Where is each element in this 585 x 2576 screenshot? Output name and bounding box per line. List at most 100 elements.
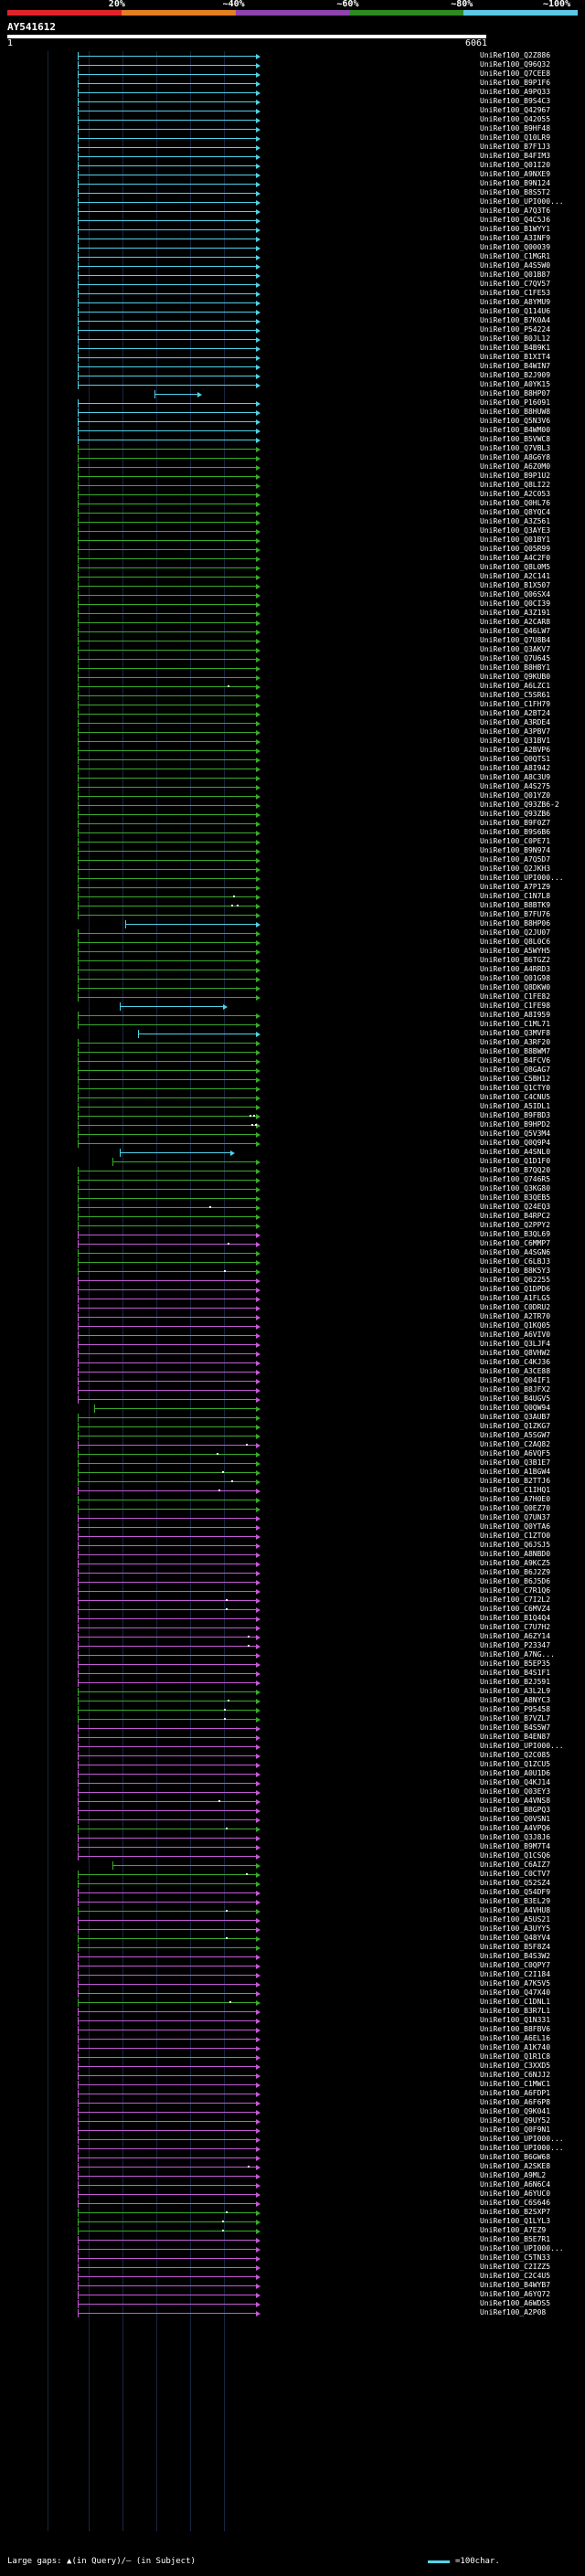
hit-row[interactable]: UniRef100_C6MMP7: [0, 1239, 585, 1248]
hit-label[interactable]: UniRef100_C3XXD5: [480, 2062, 551, 2070]
hit-row[interactable]: UniRef100_A8G6Y8: [0, 453, 585, 462]
hit-label[interactable]: UniRef100_C5SR61: [480, 691, 551, 699]
hit-label[interactable]: UniRef100_Q1CTY0: [480, 1084, 551, 1092]
hit-row[interactable]: UniRef100_Q0EZ70: [0, 1504, 585, 1513]
hit-row[interactable]: UniRef100_A3RDE4: [0, 718, 585, 727]
hit-row[interactable]: UniRef100_B8GPQ3: [0, 1806, 585, 1815]
hit-bar[interactable]: [78, 1134, 257, 1135]
hit-row[interactable]: UniRef100_Q31BV1: [0, 737, 585, 746]
hit-label[interactable]: UniRef100_C2IZZ5: [480, 2263, 551, 2271]
hit-label[interactable]: UniRef100_B9FBD3: [480, 1111, 551, 1119]
hit-bar[interactable]: [78, 2039, 257, 2040]
hit-bar[interactable]: [78, 2011, 257, 2012]
hit-bar[interactable]: [78, 1353, 257, 1354]
hit-label[interactable]: UniRef100_Q8L0C6: [480, 938, 551, 946]
hit-label[interactable]: UniRef100_B4S3W2: [480, 1952, 551, 1960]
hit-row[interactable]: UniRef100_A7Q3T6: [0, 207, 585, 216]
hit-row[interactable]: UniRef100_A0YK15: [0, 380, 585, 389]
hit-label[interactable]: UniRef100_Q3LJF4: [480, 1340, 551, 1348]
hit-row[interactable]: UniRef100_Q0Q9P4: [0, 1139, 585, 1148]
hit-bar[interactable]: [78, 1929, 257, 1930]
hit-row[interactable]: UniRef100_A5US21: [0, 1915, 585, 1924]
hit-label[interactable]: UniRef100_A3CE88: [480, 1367, 551, 1375]
hit-bar[interactable]: [78, 1463, 257, 1464]
hit-label[interactable]: UniRef100_A3INF9: [480, 234, 551, 242]
hit-row[interactable]: UniRef100_B2SXP7: [0, 2208, 585, 2217]
hit-label[interactable]: UniRef100_A6F6P8: [480, 2098, 551, 2106]
hit-label[interactable]: UniRef100_Q0YTA6: [480, 1522, 551, 1531]
hit-label[interactable]: UniRef100_P54224: [480, 325, 551, 334]
hit-label[interactable]: UniRef100_Q1CSQ6: [480, 1851, 551, 1860]
hit-bar[interactable]: [78, 723, 257, 724]
hit-bar[interactable]: [78, 184, 257, 185]
hit-label[interactable]: UniRef100_B5F8Z4: [480, 1943, 551, 1951]
hit-bar[interactable]: [78, 2066, 257, 2067]
hit-bar[interactable]: [78, 1746, 257, 1747]
hit-bar[interactable]: [78, 1116, 257, 1117]
hit-label[interactable]: UniRef100_B8JFX2: [480, 1385, 551, 1394]
hit-label[interactable]: UniRef100_A2TR70: [480, 1312, 551, 1320]
hit-row[interactable]: UniRef100_A4VHU8: [0, 1906, 585, 1915]
hit-bar[interactable]: [78, 2249, 257, 2250]
hit-bar[interactable]: [78, 1143, 257, 1144]
hit-label[interactable]: UniRef100_C7I2L2: [480, 1595, 551, 1604]
hit-row[interactable]: UniRef100_UPI000...: [0, 2144, 585, 2153]
hit-label[interactable]: UniRef100_C1ZTO0: [480, 1532, 551, 1540]
hit-row[interactable]: UniRef100_UPI000...: [0, 2244, 585, 2253]
hit-row[interactable]: UniRef100_C5TN33: [0, 2253, 585, 2263]
hit-row[interactable]: UniRef100_Q54DF9: [0, 1888, 585, 1897]
hit-row[interactable]: UniRef100_B9N124: [0, 179, 585, 188]
hit-bar[interactable]: [78, 2057, 257, 2058]
hit-row[interactable]: UniRef100_A2C053: [0, 490, 585, 499]
hit-row[interactable]: UniRef100_UPI000...: [0, 874, 585, 883]
hit-bar[interactable]: [78, 485, 257, 486]
hit-label[interactable]: UniRef100_Q24EQ3: [480, 1203, 551, 1211]
hit-label[interactable]: UniRef100_A1BGW4: [480, 1468, 551, 1476]
hit-row[interactable]: UniRef100_B9S6B6: [0, 828, 585, 837]
hit-bar[interactable]: [78, 1426, 257, 1427]
hit-bar[interactable]: [78, 1088, 257, 1089]
hit-bar[interactable]: [78, 750, 257, 751]
hit-label[interactable]: UniRef100_A7H0E0: [480, 1495, 551, 1503]
hit-bar[interactable]: [78, 2084, 257, 2085]
hit-bar[interactable]: [78, 1262, 257, 1263]
hit-row[interactable]: UniRef100_A7EZ9: [0, 2226, 585, 2235]
hit-bar[interactable]: [120, 1006, 224, 1007]
hit-row[interactable]: UniRef100_Q3KG80: [0, 1184, 585, 1193]
hit-row[interactable]: UniRef100_C5SR61: [0, 691, 585, 700]
hit-bar[interactable]: [78, 2176, 257, 2177]
hit-row[interactable]: UniRef100_C5BH12: [0, 1075, 585, 1084]
hit-bar[interactable]: [78, 1664, 257, 1665]
hit-row[interactable]: UniRef100_A8I959: [0, 1011, 585, 1020]
hit-label[interactable]: UniRef100_Q7VBL3: [480, 444, 551, 452]
hit-label[interactable]: UniRef100_Q48YV4: [480, 1934, 551, 1942]
hit-bar[interactable]: [78, 129, 257, 130]
hit-label[interactable]: UniRef100_A3RF20: [480, 1038, 551, 1046]
hit-label[interactable]: UniRef100_A8C3U9: [480, 773, 551, 781]
hit-label[interactable]: UniRef100_C6LBJ3: [480, 1257, 551, 1266]
hit-bar[interactable]: [78, 531, 257, 532]
hit-label[interactable]: UniRef100_B5VWC8: [480, 435, 551, 443]
hit-label[interactable]: UniRef100_Q01G98: [480, 974, 551, 982]
hit-bar[interactable]: [78, 1947, 257, 1948]
hit-label[interactable]: UniRef100_C5TN33: [480, 2253, 551, 2262]
hit-row[interactable]: UniRef100_B9HPD2: [0, 1120, 585, 1129]
hit-bar[interactable]: [125, 924, 257, 925]
hit-row[interactable]: UniRef100_A4SGN6: [0, 1248, 585, 1257]
hit-row[interactable]: UniRef100_A6YQ72: [0, 2290, 585, 2299]
hit-label[interactable]: UniRef100_B4RPC2: [480, 1212, 551, 1220]
hit-label[interactable]: UniRef100_A2C141: [480, 572, 551, 580]
hit-bar[interactable]: [78, 1189, 257, 1190]
hit-row[interactable]: UniRef100_C1FE53: [0, 289, 585, 298]
hit-row[interactable]: UniRef100_Q9K041: [0, 2107, 585, 2116]
hit-bar[interactable]: [78, 348, 257, 349]
hit-row[interactable]: UniRef100_A3UYY5: [0, 1924, 585, 1934]
hit-bar[interactable]: [78, 1710, 257, 1711]
hit-row[interactable]: UniRef100_Q2Z886: [0, 51, 585, 60]
hit-label[interactable]: UniRef100_B1X507: [480, 581, 551, 589]
hit-label[interactable]: UniRef100_C1IHQ1: [480, 1486, 551, 1494]
hit-label[interactable]: UniRef100_B1XIT4: [480, 353, 551, 361]
hit-row[interactable]: UniRef100_B6TGZ2: [0, 956, 585, 965]
hit-label[interactable]: UniRef100_C4CNU5: [480, 1093, 551, 1101]
hit-row[interactable]: UniRef100_B8FBV6: [0, 2025, 585, 2034]
